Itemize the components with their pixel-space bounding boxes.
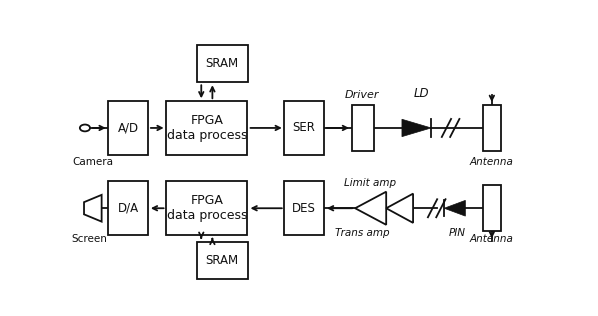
Text: FPGA
data process: FPGA data process xyxy=(167,194,247,222)
FancyBboxPatch shape xyxy=(166,101,248,155)
Text: Driver: Driver xyxy=(345,90,379,100)
Text: Limit amp: Limit amp xyxy=(344,178,396,188)
Polygon shape xyxy=(402,119,431,137)
Text: A/D: A/D xyxy=(117,121,139,134)
Text: Antenna: Antenna xyxy=(470,234,514,244)
FancyBboxPatch shape xyxy=(285,181,324,235)
Text: SER: SER xyxy=(292,121,316,134)
FancyBboxPatch shape xyxy=(166,181,248,235)
FancyBboxPatch shape xyxy=(108,181,148,235)
FancyBboxPatch shape xyxy=(483,105,501,151)
FancyBboxPatch shape xyxy=(197,45,248,82)
Polygon shape xyxy=(386,194,413,223)
Polygon shape xyxy=(444,200,465,216)
Text: FPGA
data process: FPGA data process xyxy=(167,114,247,142)
Text: SRAM: SRAM xyxy=(206,57,239,70)
Text: Trans amp: Trans amp xyxy=(335,228,389,238)
Text: Camera: Camera xyxy=(73,157,114,167)
Text: DES: DES xyxy=(292,202,316,215)
Text: Antenna: Antenna xyxy=(470,157,514,167)
Text: Screen: Screen xyxy=(72,234,108,244)
Text: PIN: PIN xyxy=(448,228,466,238)
FancyBboxPatch shape xyxy=(285,101,324,155)
FancyBboxPatch shape xyxy=(108,101,148,155)
Polygon shape xyxy=(84,195,102,222)
Polygon shape xyxy=(355,192,386,225)
Text: SRAM: SRAM xyxy=(206,254,239,267)
FancyBboxPatch shape xyxy=(197,242,248,279)
FancyBboxPatch shape xyxy=(352,105,374,151)
Text: LD: LD xyxy=(414,87,429,100)
Text: D/A: D/A xyxy=(117,202,139,215)
FancyBboxPatch shape xyxy=(483,185,501,231)
